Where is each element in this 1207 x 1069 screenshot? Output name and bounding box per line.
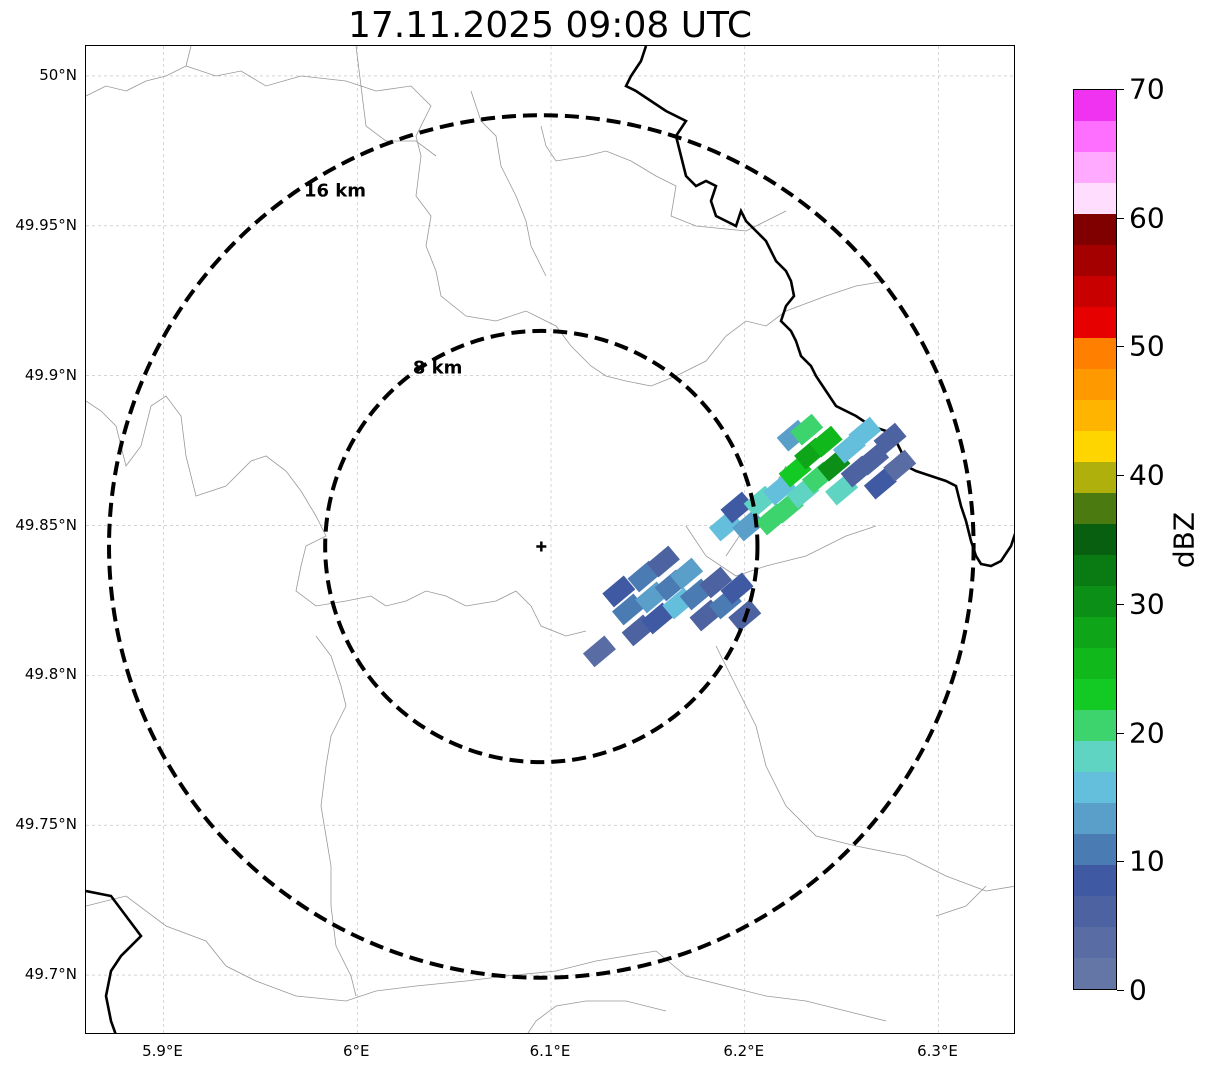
colorbar-segment (1074, 121, 1116, 152)
colorbar-segment (1074, 679, 1116, 710)
lat-tick-label: 49.85°N (15, 515, 77, 534)
international-border (86, 46, 1014, 1033)
colorbar-segment (1074, 648, 1116, 679)
reflectivity-cell (582, 635, 616, 668)
range-ring (107, 113, 976, 980)
lat-tick-label: 49.75°N (15, 815, 77, 834)
colorbar-tick-label: 70 (1129, 72, 1165, 106)
admin-boundary (86, 46, 1014, 1033)
lon-tick-label: 6.3°E (917, 1042, 958, 1060)
colorbar-tick-mark (1117, 990, 1124, 991)
colorbar-segment (1074, 958, 1116, 989)
reflectivity-cell (790, 413, 824, 446)
colorbar-segment (1074, 927, 1116, 958)
colorbar-tick-label: 50 (1129, 329, 1165, 363)
colorbar-segment (1074, 865, 1116, 896)
reflectivity-cell (699, 566, 733, 599)
reflectivity-cell (720, 491, 754, 524)
reflectivity-cell (856, 443, 890, 476)
range-ring (323, 328, 760, 765)
colorbar-segment (1074, 369, 1116, 400)
radar-site-marker (536, 541, 547, 552)
colorbar-segment (1074, 400, 1116, 431)
reflectivity-echoes (582, 413, 917, 668)
colorbar-segment (1074, 834, 1116, 865)
lat-tick-label: 49.9°N (24, 365, 77, 384)
reflectivity-cell (646, 545, 680, 578)
colorbar-tick-mark (1117, 217, 1124, 219)
borders (86, 46, 1014, 1033)
colorbar-segment (1074, 524, 1116, 555)
colorbar-tick-label: 20 (1129, 716, 1165, 750)
reflectivity-cell (720, 572, 754, 605)
reflectivity-cell (863, 467, 897, 500)
colorbar-segment (1074, 90, 1116, 121)
colorbar-segment (1074, 741, 1116, 772)
colorbar-tick-label: 30 (1129, 587, 1165, 621)
colorbar-segment (1074, 307, 1116, 338)
reflectivity-cell (670, 557, 704, 590)
gridlines (86, 46, 1014, 1033)
colorbar-segment (1074, 276, 1116, 307)
colorbar-tick-mark (1117, 732, 1124, 734)
colorbar-segment (1074, 183, 1116, 214)
radar-map[interactable] (85, 45, 1015, 1034)
range-ring-label: 8 km (412, 357, 463, 379)
lon-tick-label: 6°E (342, 1042, 370, 1060)
dbz-colorbar (1073, 89, 1117, 990)
colorbar-segment (1074, 493, 1116, 524)
colorbar-segment (1074, 803, 1116, 834)
range-ring-label: 16 km (303, 180, 366, 202)
colorbar-tick-label: 10 (1129, 844, 1165, 878)
colorbar-segment (1074, 431, 1116, 462)
reflectivity-cell (873, 422, 907, 455)
radar-map-canvas (86, 46, 1014, 1033)
colorbar-segment (1074, 617, 1116, 648)
colorbar-tick-mark (1117, 346, 1124, 348)
colorbar-tick-label: 0 (1129, 973, 1147, 1007)
colorbar-segment (1074, 555, 1116, 586)
lat-tick-label: 49.8°N (24, 665, 77, 684)
colorbar-tick-mark (1117, 475, 1124, 477)
colorbar-segment (1074, 462, 1116, 493)
colorbar-segment (1074, 586, 1116, 617)
colorbar-tick-mark (1117, 861, 1124, 863)
colorbar-tick-mark (1117, 89, 1124, 90)
reflectivity-cell (883, 449, 917, 482)
colorbar-label: dBZ (1167, 511, 1201, 569)
colorbar-tick-label: 60 (1129, 201, 1165, 235)
lon-tick-label: 6.1°E (529, 1042, 571, 1060)
lon-tick-label: 5.9°E (142, 1042, 183, 1060)
colorbar-segment (1074, 214, 1116, 245)
reflectivity-cell (641, 602, 675, 635)
map-title: 17.11.2025 09:08 UTC (347, 5, 753, 46)
colorbar-tick-mark (1117, 603, 1124, 605)
reflectivity-cell (602, 575, 636, 608)
colorbar-segment (1074, 896, 1116, 927)
reflectivity-cell (611, 593, 646, 626)
colorbar-segment (1074, 245, 1116, 276)
lon-tick-label: 6.2°E (723, 1042, 765, 1060)
colorbar-tick-label: 40 (1129, 458, 1165, 492)
colorbar-segment (1074, 152, 1116, 183)
reflectivity-cell (809, 425, 843, 458)
lat-tick-label: 49.95°N (15, 215, 77, 234)
lat-tick-label: 50°N (39, 65, 77, 84)
reflectivity-cell (848, 416, 882, 449)
colorbar-segment (1074, 710, 1116, 741)
colorbar-segment (1074, 338, 1116, 369)
colorbar-segment (1074, 772, 1116, 803)
range-rings (107, 113, 976, 980)
lat-tick-label: 49.7°N (24, 965, 77, 984)
